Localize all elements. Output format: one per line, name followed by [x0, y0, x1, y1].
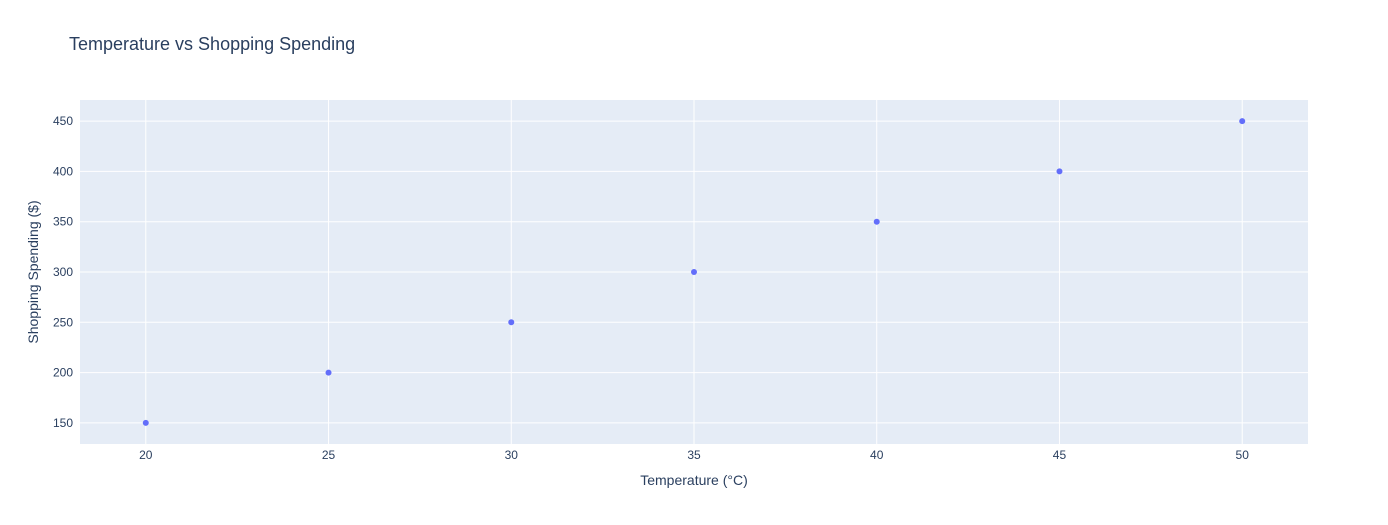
- x-tick-label: 20: [139, 448, 153, 462]
- x-tick-label: 40: [870, 448, 884, 462]
- data-point: [508, 319, 515, 326]
- x-axis-title: Temperature (°C): [640, 472, 748, 488]
- data-point: [873, 218, 880, 225]
- x-tick-label: 35: [687, 448, 701, 462]
- data-point: [325, 369, 332, 376]
- chart-title: Temperature vs Shopping Spending: [69, 34, 355, 54]
- y-tick-label: 300: [53, 265, 73, 279]
- y-tick-label: 350: [53, 215, 73, 229]
- x-tick-label: 50: [1236, 448, 1250, 462]
- x-tick-label: 30: [505, 448, 519, 462]
- y-tick-label: 400: [53, 164, 73, 178]
- data-point: [1239, 118, 1246, 125]
- x-tick-label: 45: [1053, 448, 1067, 462]
- x-axis-ticks: 20 25 30 35 40 45 50: [139, 448, 1249, 462]
- y-tick-label: 250: [53, 315, 73, 329]
- y-axis-title: Shopping Spending ($): [25, 200, 41, 343]
- y-tick-label: 150: [53, 416, 73, 430]
- data-point: [691, 269, 697, 275]
- x-tick-label: 25: [322, 448, 336, 462]
- y-axis-ticks: 150 200 250 300 350 400 450: [53, 114, 73, 430]
- data-point: [142, 419, 149, 426]
- data-point: [1056, 168, 1063, 175]
- y-tick-label: 450: [53, 114, 73, 128]
- data-points: [142, 118, 1246, 426]
- y-tick-label: 200: [53, 366, 73, 380]
